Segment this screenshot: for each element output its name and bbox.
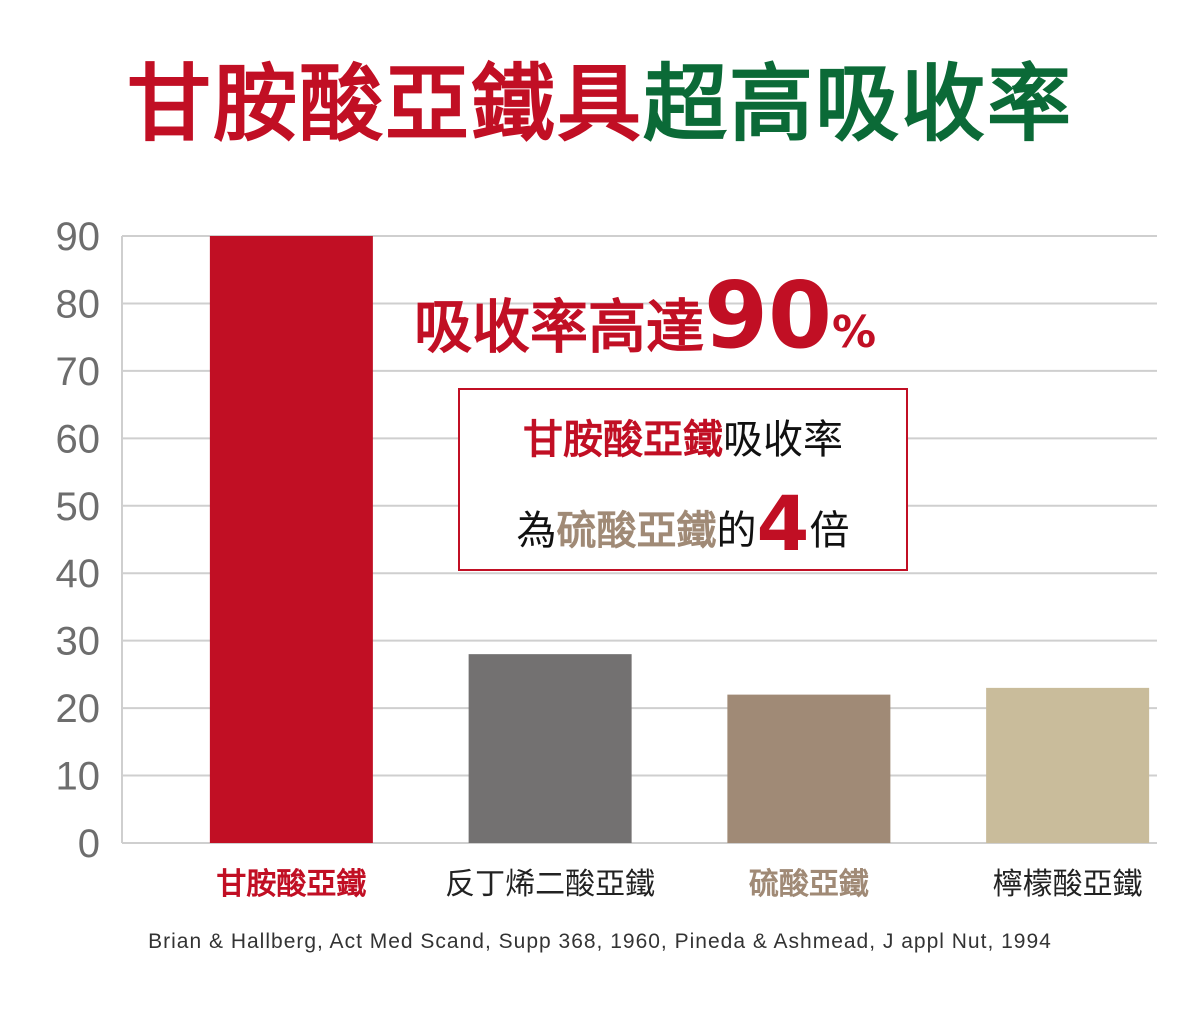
y-tick-label: 80: [56, 282, 101, 326]
callout-headline-unit: %: [832, 307, 877, 358]
callout-box-line2-prefix: 為: [516, 508, 557, 554]
bar: [468, 654, 632, 843]
y-tick-label: 50: [56, 485, 101, 529]
y-tick-label: 70: [56, 350, 101, 394]
x-category-label: 檸檬酸亞鐵: [993, 867, 1143, 902]
callout-headline-text: 吸收率高達: [414, 293, 705, 361]
bar: [727, 694, 891, 843]
y-tick-label: 10: [56, 755, 101, 799]
y-tick-label: 60: [56, 417, 101, 461]
callout-box-line1-highlight: 甘胺酸亞鐵: [523, 417, 723, 463]
callout-box-line1-rest: 吸收率: [723, 417, 843, 463]
callout-box-line2: 為硫酸亞鐵的4倍: [460, 486, 906, 562]
y-tick-label: 0: [78, 822, 100, 866]
bar: [209, 236, 373, 843]
callout-box-line2-mid: 的: [716, 508, 757, 554]
source-citation: Brian & Hallberg, Act Med Scand, Supp 36…: [148, 930, 1052, 953]
callout-headline: 吸收率高達90%: [414, 270, 876, 362]
title-part1: 甘胺酸亞鐵具: [126, 55, 643, 153]
y-tick-label: 90: [56, 215, 101, 259]
callout-box-line2-suffix: 倍: [809, 508, 850, 554]
title-part2: 超高吸收率: [643, 55, 1074, 153]
callout-headline-number: 90: [704, 262, 833, 369]
x-category-label: 甘胺酸亞鐵: [216, 867, 366, 902]
bar: [986, 687, 1150, 843]
x-category-label: 反丁烯二酸亞鐵: [445, 867, 655, 902]
y-tick-label: 20: [56, 687, 101, 731]
callout-box: 甘胺酸亞鐵吸收率 為硫酸亞鐵的4倍: [458, 388, 908, 571]
callout-box-line1: 甘胺酸亞鐵吸收率: [460, 420, 906, 460]
callout-box-line2-highlight: 硫酸亞鐵: [556, 508, 717, 554]
y-tick-label: 40: [56, 552, 101, 596]
x-category-label: 硫酸亞鐵: [749, 867, 869, 902]
callout-box-line2-number: 4: [756, 479, 810, 568]
chart-title: 甘胺酸亞鐵具超高吸收率: [0, 58, 1200, 150]
y-tick-label: 30: [56, 620, 101, 664]
